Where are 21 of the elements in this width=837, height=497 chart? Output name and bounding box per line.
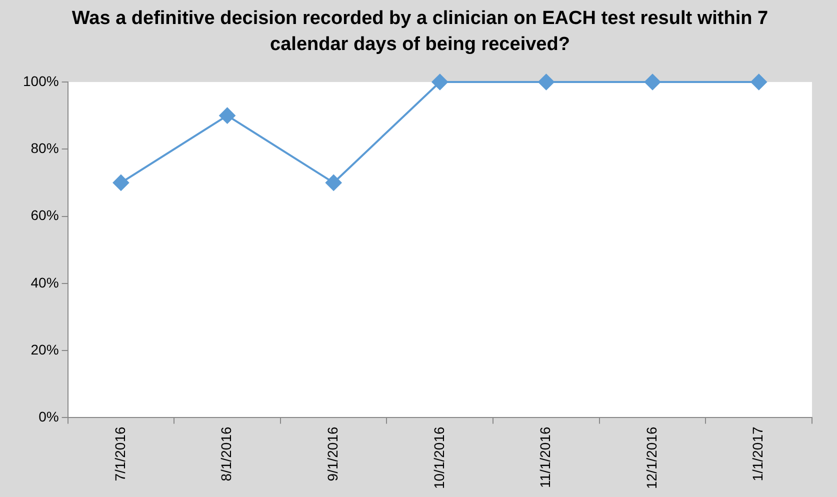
x-tick-label: 11/1/2016 [537,426,554,488]
chart-title: Was a definitive decision recorded by a clinician on EACH test result within 7 calendar days of being received? [70,7,770,57]
y-tick-label: 80% [30,140,59,156]
x-tick-label: 8/1/2016 [218,426,234,482]
x-tick-label: 9/1/2016 [324,426,340,482]
x-tick-label: 12/1/2016 [643,426,660,490]
y-tick-label: 100% [22,72,59,89]
point [112,174,129,191]
point [750,74,767,90]
y-tick-label: 0% [38,408,59,425]
point [326,174,342,191]
y-tick-label: 20% [30,341,59,358]
point [644,74,661,90]
point [538,74,554,90]
point [432,74,448,90]
y-tick-label: 60% [30,207,59,224]
x-tick-label: 7/1/2016 [112,426,128,482]
point [219,108,236,124]
x-tick-label: 1/1/2017 [750,426,766,482]
x-tick-label: 10/1/2016 [430,426,447,490]
y-tick-label: 40% [30,274,59,290]
